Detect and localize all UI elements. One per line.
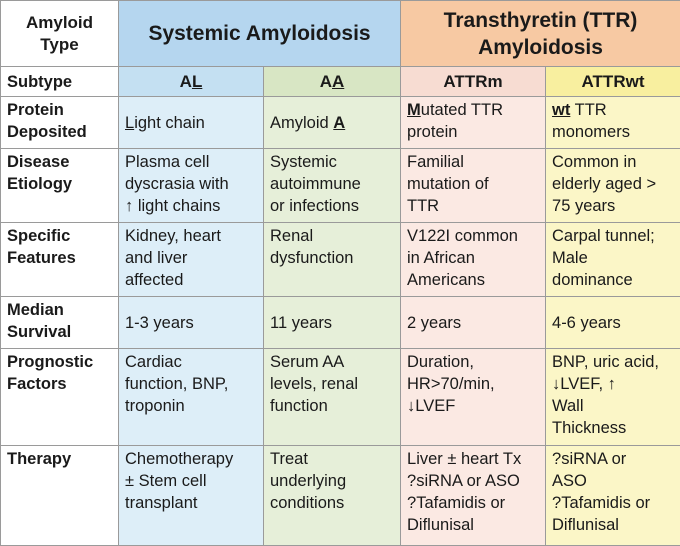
row-label-subtype: Subtype (1, 67, 119, 97)
protein-al: Light chain (119, 97, 264, 149)
subtype-attrwt: ATTRwt (546, 67, 680, 97)
survival-al: 1-3 years (119, 297, 264, 349)
protein-attrm-rest: utated TTR protein (407, 101, 503, 141)
subtype-al: AL (119, 67, 264, 97)
therapy-attrwt: ?siRNA or ASO ?Tafamidis or Diflunisal (546, 446, 680, 546)
row-label-features: Specific Features (1, 223, 119, 297)
protein-row: Protein Deposited Light chain Amyloid A … (1, 97, 680, 149)
protein-aa: Amyloid A (264, 97, 401, 149)
prognostic-attrwt: BNP, uric acid, ↓LVEF, ↑ Wall Thickness (546, 349, 680, 446)
therapy-al: Chemotherapy ± Stem cell transplant (119, 446, 264, 546)
subtype-aa: AA (264, 67, 401, 97)
header-ttr-amyloidosis: Transthyretin (TTR) Amyloidosis (401, 1, 680, 67)
therapy-aa: Treat underlying conditions (264, 446, 401, 546)
survival-aa: 11 years (264, 297, 401, 349)
protein-al-rest: ight chain (134, 114, 205, 132)
survival-row: Median Survival 1-3 years 11 years 2 yea… (1, 297, 680, 349)
protein-aa-prefix: Amyloid (270, 114, 333, 132)
etiology-al: Plasma cell dyscrasia with ↑ light chain… (119, 149, 264, 223)
features-attrwt: Carpal tunnel; Male dominance (546, 223, 680, 297)
features-row: Specific Features Kidney, heart and live… (1, 223, 680, 297)
header-row: Amyloid Type Systemic Amyloidosis Transt… (1, 1, 680, 67)
subtype-row: Subtype AL AA ATTRm ATTRwt (1, 67, 680, 97)
row-label-protein: Protein Deposited (1, 97, 119, 149)
subtype-al-prefix: A (180, 72, 192, 91)
protein-attrwt: wt TTR monomers (546, 97, 680, 149)
header-amyloid-type: Amyloid Type (1, 1, 119, 67)
features-aa: Renal dysfunction (264, 223, 401, 297)
protein-attrm: Mutated TTR protein (401, 97, 546, 149)
survival-attrwt: 4-6 years (546, 297, 680, 349)
etiology-aa: Systemic autoimmune or infections (264, 149, 401, 223)
etiology-attrwt: Common in elderly aged > 75 years (546, 149, 680, 223)
therapy-attrm: Liver ± heart Tx ?siRNA or ASO ?Tafamidi… (401, 446, 546, 546)
row-label-therapy: Therapy (1, 446, 119, 546)
subtype-attrm: ATTRm (401, 67, 546, 97)
protein-attrwt-underlined: wt (552, 101, 570, 119)
etiology-attrm: Familial mutation of TTR (401, 149, 546, 223)
prognostic-al: Cardiac function, BNP, troponin (119, 349, 264, 446)
survival-attrm: 2 years (401, 297, 546, 349)
features-attrm: V122I common in African Americans (401, 223, 546, 297)
row-label-etiology: Disease Etiology (1, 149, 119, 223)
subtype-aa-underlined: A (332, 72, 344, 91)
prognostic-attrm: Duration, HR>70/min, ↓LVEF (401, 349, 546, 446)
row-label-prognostic: Prognostic Factors (1, 349, 119, 446)
therapy-row: Therapy Chemotherapy ± Stem cell transpl… (1, 446, 680, 546)
etiology-row: Disease Etiology Plasma cell dyscrasia w… (1, 149, 680, 223)
row-label-survival: Median Survival (1, 297, 119, 349)
features-al: Kidney, heart and liver affected (119, 223, 264, 297)
header-systemic-amyloidosis: Systemic Amyloidosis (119, 1, 401, 67)
protein-attrm-underlined: M (407, 101, 421, 119)
prognostic-row: Prognostic Factors Cardiac function, BNP… (1, 349, 680, 446)
protein-aa-underlined: A (333, 114, 345, 132)
subtype-al-underlined: L (192, 72, 202, 91)
subtype-aa-prefix: A (320, 72, 332, 91)
prognostic-aa: Serum AA levels, renal function (264, 349, 401, 446)
protein-al-underlined: L (125, 114, 134, 132)
